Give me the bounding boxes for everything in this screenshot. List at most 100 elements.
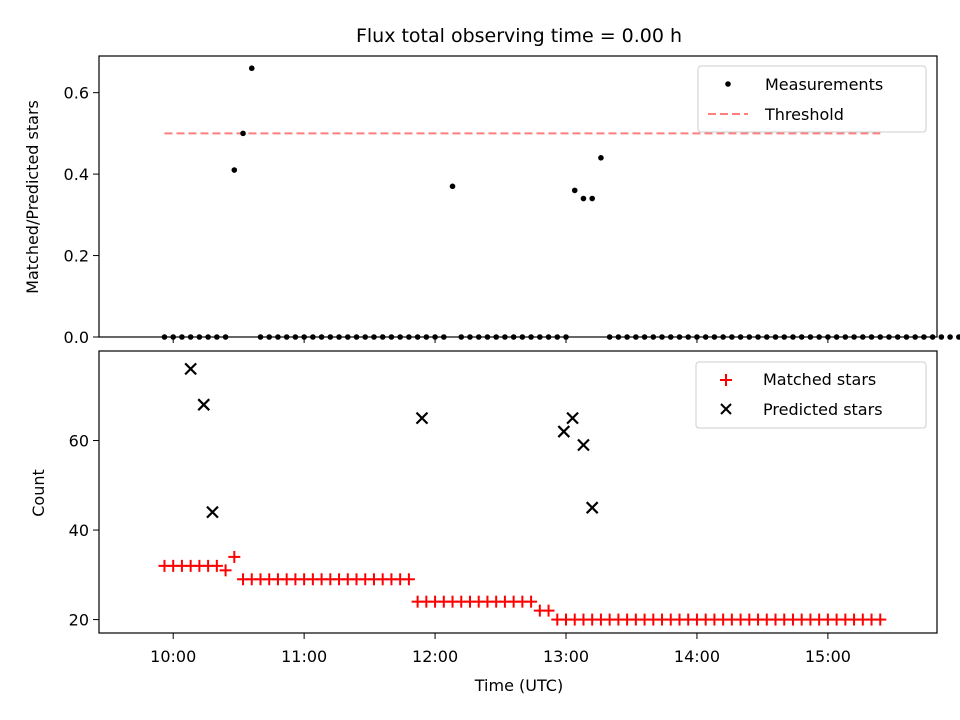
ratio-ytick-label: 0.0 [64,328,89,347]
legend-ratio: Measurements Threshold [697,65,927,133]
measurement-point [598,155,604,161]
count-ytick-label: 20 [69,611,89,630]
measurement-point [825,334,831,340]
measurement-point [327,334,334,340]
measurement-point [502,334,508,340]
measurement-point [257,334,264,340]
measurement-point [519,334,526,340]
legend-matched-label: Matched stars [763,370,876,389]
measurement-point [545,334,552,340]
measurement-point [301,334,307,340]
measurement-point [833,334,840,340]
measurement-point [214,334,220,340]
legend-count: Matched stars Predicted stars [695,361,927,429]
matched-star-point [525,595,538,608]
measurement-point [222,334,229,340]
count-xtick-label: 13:00 [543,647,589,666]
matched-star-point [874,613,887,626]
measurement-point [449,183,456,190]
measurement-point [310,334,316,340]
ratio-ytick-label: 0.4 [64,165,89,184]
panel-ratio-frame [98,55,938,338]
measurement-point [711,334,718,340]
measurement-point [318,334,325,340]
measurement-point [912,334,918,340]
measurement-point [694,334,700,340]
measurement-point [807,334,814,340]
matched-star-point [542,604,555,617]
measurement-point [650,334,657,340]
predicted-star-point [206,505,219,519]
measurement-point [956,334,960,340]
panel-ratio: Matched/Predicted stars 0.0 0.2 0.4 0.6 Mea… [23,55,960,347]
measurement-point [353,334,360,340]
measurement-point [187,334,194,340]
measurement-point [537,334,543,340]
measurement-point [842,334,849,340]
measurement-point [196,334,203,340]
predicted-star-point [566,411,579,425]
count-xtick-label: 15:00 [805,647,851,666]
measurement-point [493,334,499,340]
measurement-point [275,334,281,340]
matched-star-point [228,550,241,563]
chart-title: Flux total observing time = 0.00 h [356,25,682,47]
measurement-point [388,334,395,340]
count-ytick-label: 60 [69,432,89,451]
measurement-point [414,334,421,340]
panel-count: Count Time (UTC) 20 40 60 10:00 11:00 12:00 13… [29,350,938,695]
legend-count-frame [695,361,927,429]
measurement-point [231,167,238,173]
measurement-point [205,334,211,340]
measurement-point [676,334,683,340]
predicted-star-point [585,501,599,514]
measurement-point [240,130,246,137]
measurement-point [432,334,438,340]
measurement-point [170,334,176,340]
measurement-point [633,334,639,340]
measurement-point [772,334,779,340]
measurement-point [641,334,648,340]
measurement-point [947,334,953,340]
predicted-star-point [577,438,590,452]
measurement-point [336,334,342,340]
measurement-point [371,334,377,340]
measurement-point [179,334,185,340]
measurement-point [475,334,482,340]
count-ytick-label: 40 [69,521,89,540]
measurement-point [894,334,901,340]
measurement-point [571,187,578,194]
measurement-point [397,334,403,340]
predicted-star-point [557,425,571,438]
panel-ratio-ylabel: Matched/Predicted stars [23,100,42,294]
legend-measurements-label: Measurements [765,75,883,94]
x-axis-label: Time (UTC) [474,676,563,695]
measurement-point [685,334,692,340]
count-xtick-label: 10:00 [150,647,196,666]
panel-count-frame [98,350,938,634]
measurement-point [362,334,369,340]
measurement-point [484,334,491,340]
panel-count-ylabel: Count [29,469,48,517]
count-xtick-label: 12:00 [412,647,458,666]
measurement-point [737,334,744,340]
legend-measurements-icon [725,81,731,87]
measurement-point [755,334,761,340]
measurement-point [510,334,517,340]
measurement-point [790,334,796,340]
matched-star-point [210,559,223,572]
measurement-point [763,334,770,340]
measurement-point [248,65,255,72]
measurement-point [929,334,936,340]
measurement-point [877,334,884,340]
measurement-point [283,334,290,340]
measurement-point [624,334,630,340]
measurement-point [746,334,753,340]
measurement-point [406,334,412,340]
measurement-point [467,334,473,340]
measurement-point [344,334,351,340]
legend-matched-icon [720,374,732,386]
measurement-point [615,334,622,340]
matched-star-point [219,564,232,577]
